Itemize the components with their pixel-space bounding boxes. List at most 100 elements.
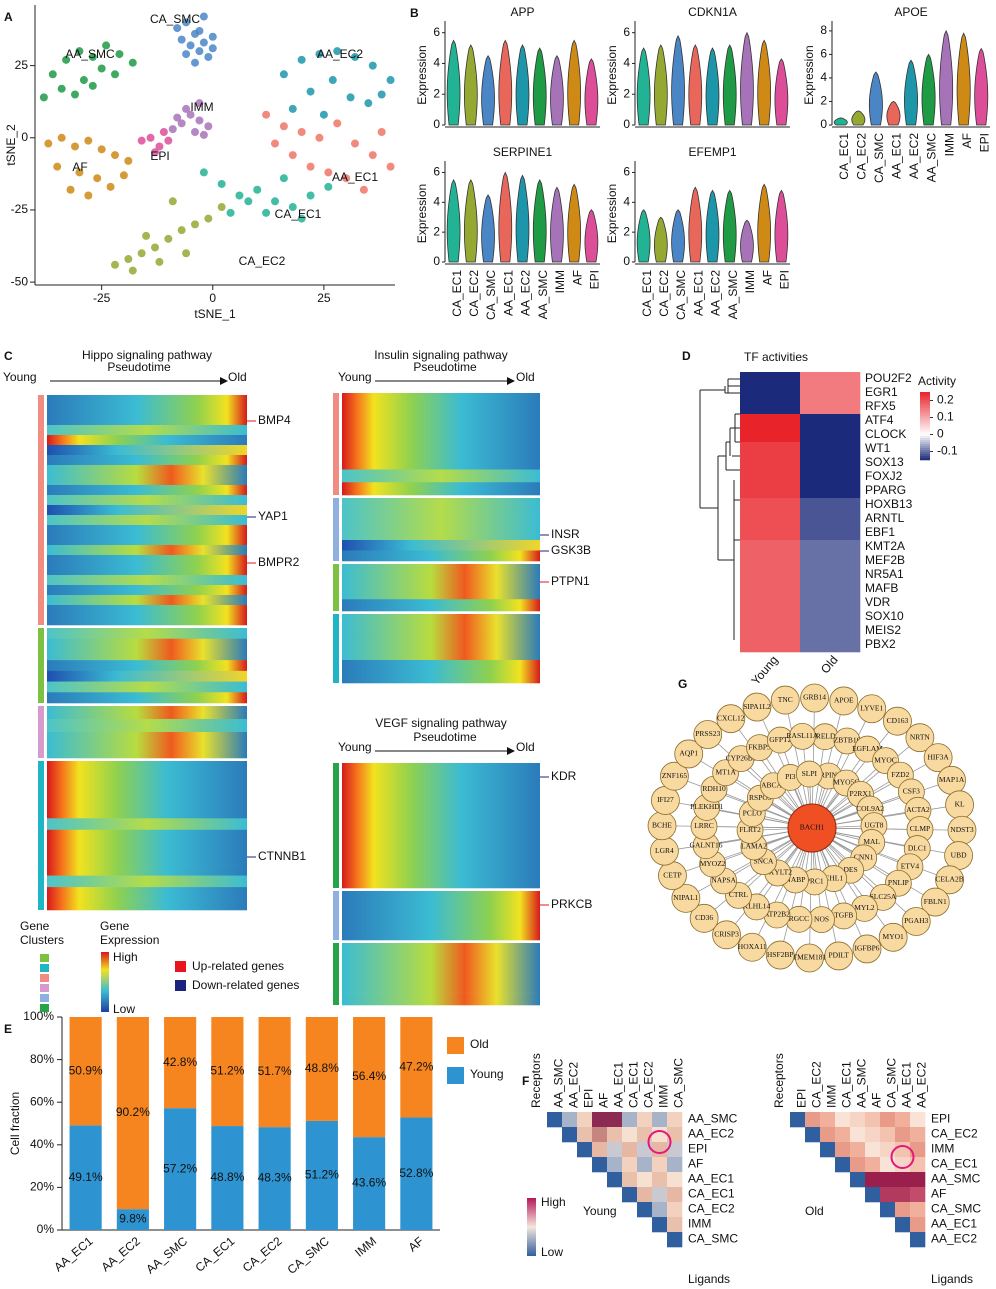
cluster-bar: [333, 763, 339, 888]
y-axis-label: Expression: [415, 45, 429, 104]
point: [182, 18, 191, 27]
heatmap-row: [47, 445, 247, 456]
gene-node-label: CETP: [663, 870, 681, 879]
x-tick-label: IMM: [352, 1234, 379, 1260]
point: [164, 136, 173, 145]
heatmap-row: [47, 732, 247, 746]
interaction-cell: [667, 1232, 683, 1248]
y-axis-label: Cell fraction: [8, 1092, 22, 1155]
point: [279, 122, 288, 131]
down-swatch: [175, 980, 186, 991]
point: [39, 93, 48, 102]
tf-name: ATF4: [865, 413, 894, 427]
point: [128, 58, 137, 67]
interaction-cell: [652, 1217, 668, 1233]
point: [48, 70, 57, 79]
heatmap-row: [47, 615, 247, 626]
violin: [463, 179, 478, 263]
gene-node: [857, 694, 887, 724]
interaction-cell: [895, 1217, 911, 1233]
gene-node-label: CXCL12: [717, 713, 745, 722]
interaction-cell: [637, 1127, 653, 1143]
gene-node-label: MT1A: [715, 767, 736, 776]
interaction-cell: [577, 1112, 593, 1128]
receptor-label: CA_EC2: [810, 1061, 824, 1108]
y-tick-label: 2: [623, 86, 630, 100]
receptor-label: IMM: [825, 1085, 839, 1108]
gene-node-label: CD36: [695, 913, 713, 922]
x-tick-label: AA_EC2: [519, 270, 533, 316]
gene-node-label: MYOC: [874, 755, 897, 764]
gene-node-label: NOS: [814, 914, 829, 923]
gene-node-label: MYL2: [854, 903, 875, 912]
bar-value-label: 90.2%: [116, 1105, 150, 1119]
point: [142, 231, 151, 240]
x-tick-label: AA_EC1: [691, 270, 705, 316]
bar-value-label: 52.8%: [399, 1166, 433, 1180]
tf-name: VDR: [865, 595, 891, 609]
gene-node-label: MAP1A: [939, 775, 965, 784]
heatmap-row: [47, 841, 247, 853]
point: [97, 145, 106, 154]
cluster-label: AA_EC1: [332, 170, 378, 184]
interaction-cell: [910, 1187, 926, 1203]
bar-segment: [258, 1127, 291, 1230]
pseudotime-start: Young: [338, 370, 372, 384]
y-tick-label: 0: [433, 117, 440, 131]
heatmap-row: [47, 435, 247, 446]
gene-node-label: P2RX1: [849, 789, 871, 798]
point: [186, 110, 195, 119]
cluster-swatch: [40, 984, 49, 992]
interaction-cell: [607, 1127, 623, 1143]
gene-node: [689, 903, 719, 933]
heatmap-row: [342, 955, 540, 969]
point: [151, 243, 159, 252]
point: [195, 116, 204, 125]
gene-node-label: FBLN1: [924, 897, 947, 906]
violin: [705, 189, 720, 263]
bar-segment: [211, 1126, 244, 1230]
interaction-cell: [622, 1142, 638, 1158]
violin: [974, 47, 989, 126]
panel-label: F: [522, 1074, 529, 1088]
violin: [446, 39, 461, 126]
y-tick-label: 0: [623, 117, 630, 131]
bar-segment: [211, 1017, 244, 1127]
heatmap-row: [47, 898, 247, 911]
gene-node-label: CELA2B: [935, 875, 963, 884]
point: [191, 128, 199, 137]
panel-label: D: [682, 349, 691, 363]
y-tick-label: 0: [21, 130, 28, 144]
point: [182, 104, 191, 113]
interaction-cell: [880, 1187, 896, 1203]
tf-cell: [740, 442, 801, 457]
heatmap-row: [47, 745, 247, 759]
colorbar-step: [920, 444, 930, 447]
gene-node: [712, 920, 741, 950]
interaction-cell: [865, 1172, 881, 1188]
violin: [515, 174, 530, 263]
interaction-cell: [637, 1112, 653, 1128]
heatmap-row: [342, 564, 540, 577]
tf-cell: [740, 470, 801, 485]
x-tick-label: AA_EC2: [709, 270, 723, 316]
heatmap-row: [342, 671, 540, 684]
heatmap-row: [342, 800, 540, 814]
colorbar-step: [920, 430, 930, 433]
receptor-label: AA_EC1: [612, 1062, 626, 1108]
tf-cell: [740, 372, 801, 387]
receptor-label: CA_EC2: [642, 1061, 656, 1108]
cluster-bar: [333, 614, 339, 683]
colorbar-step: [920, 400, 930, 403]
bar-segment: [353, 1017, 386, 1138]
interaction-cell: [577, 1142, 593, 1158]
heatmap-row: [342, 587, 540, 600]
interaction-cell: [865, 1187, 881, 1203]
violin: [671, 34, 685, 126]
heatmap-row: [47, 505, 247, 516]
interaction-cell: [835, 1142, 851, 1158]
colorbar-step: [920, 396, 930, 399]
interaction-cell: [607, 1172, 623, 1188]
violin: [921, 53, 936, 126]
x-tick-label: AF: [406, 1234, 427, 1255]
